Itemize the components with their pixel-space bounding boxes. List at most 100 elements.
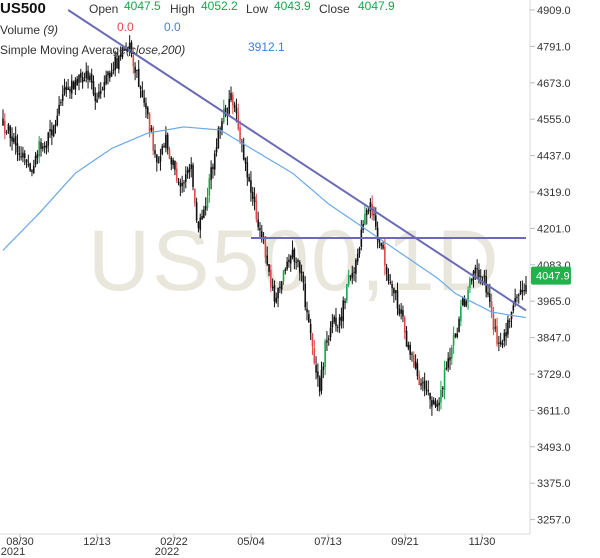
low-label: Low: [246, 2, 268, 16]
candle-body: [434, 401, 437, 407]
time-tick-label: 05/04: [237, 536, 265, 548]
time-tick-year: 2021: [1, 546, 25, 558]
candle-body: [396, 290, 399, 309]
candle-body: [188, 168, 191, 173]
sma-value: 3912.1: [248, 40, 285, 54]
candle-body: [320, 369, 323, 391]
candle-body: [271, 287, 274, 289]
candle-body: [266, 255, 269, 265]
candle-body: [304, 283, 307, 308]
candle-body: [505, 332, 507, 337]
candle-body: [355, 259, 357, 274]
candle-body: [391, 284, 393, 289]
candle-body: [221, 121, 223, 131]
candle-body: [420, 383, 422, 386]
candle-body: [441, 387, 444, 389]
candle-body: [212, 166, 214, 170]
candle-body: [29, 163, 31, 171]
candle-body: [394, 290, 397, 293]
candle-body: [412, 355, 415, 367]
candle-body: [422, 382, 424, 384]
candle-body: [514, 297, 516, 305]
candle-body: [478, 269, 480, 278]
time-tick-year: 2022: [155, 546, 179, 558]
candle-body: [353, 271, 355, 273]
candle-body: [489, 293, 491, 302]
candle-body: [89, 75, 91, 80]
candle-body: [519, 289, 522, 294]
candle-body: [387, 274, 390, 281]
candle-body: [190, 164, 193, 169]
candle-body: [470, 279, 473, 282]
price-tick-label: 3611.0: [537, 405, 570, 417]
candle-body: [63, 87, 66, 94]
candle-body: [288, 259, 290, 263]
candle-body: [132, 55, 135, 67]
price-axis[interactable]: 4909.0 4791.0 4673.0 4555.0 4437.0 4319.0 4201…: [530, 5, 571, 527]
candle-body: [90, 73, 93, 83]
candle-body: [121, 49, 124, 58]
candle-body: [179, 182, 182, 187]
candle-body: [65, 86, 68, 90]
candle-body: [67, 87, 69, 91]
candle-body: [342, 300, 345, 322]
symbol-title[interactable]: US500: [0, 0, 46, 17]
candle-body: [431, 399, 433, 407]
candle-body: [449, 356, 451, 361]
candle-body: [313, 348, 316, 364]
candle-body: [136, 69, 138, 71]
candle-body: [416, 363, 419, 376]
close-value: 4047.9: [358, 0, 395, 13]
candle-body: [315, 365, 317, 373]
candle-body: [161, 146, 164, 155]
candle-body: [170, 157, 173, 165]
candle-body: [380, 242, 383, 246]
candle-body: [302, 274, 305, 283]
candle-body: [293, 248, 296, 262]
candle-body: [192, 164, 194, 187]
candle-body: [61, 94, 64, 101]
candle-body: [70, 80, 73, 94]
candle-body: [309, 323, 312, 334]
candle-body: [130, 42, 133, 54]
candle-body: [460, 306, 462, 321]
candle-body: [168, 149, 171, 159]
candle-body: [481, 276, 484, 278]
candle-body: [186, 170, 189, 174]
candle-body: [398, 308, 401, 315]
candle-body: [25, 159, 28, 163]
candle-body: [521, 290, 524, 293]
candle-body: [322, 366, 325, 370]
candle-body: [340, 316, 343, 321]
price-tick-label: 3847.0: [537, 333, 571, 345]
candle-body: [479, 275, 482, 277]
candle-body: [349, 275, 352, 277]
candle-body: [273, 285, 276, 302]
candle-body: [311, 333, 314, 347]
candle-body: [329, 327, 332, 338]
candle-body: [40, 142, 42, 149]
candle-body: [467, 290, 469, 302]
candle-body: [228, 99, 231, 114]
candle-body: [154, 150, 156, 155]
candle-body: [445, 367, 448, 370]
candle-body: [183, 182, 185, 184]
candle-body: [22, 152, 24, 158]
price-tick-label: 3375.0: [537, 478, 571, 490]
candle-body: [105, 75, 107, 84]
candle-body: [92, 80, 95, 95]
candle-body: [300, 271, 303, 274]
candle-body: [172, 159, 174, 166]
candle-body: [282, 270, 285, 282]
candle-body: [78, 74, 80, 83]
candle-body: [418, 375, 421, 386]
candle-body: [199, 217, 202, 231]
candle-body: [458, 319, 460, 332]
candle-body: [393, 288, 395, 294]
candle-body: [291, 249, 294, 258]
candle-body: [101, 89, 104, 91]
candle-body: [503, 332, 506, 342]
price-tick-label: 3729.0: [537, 369, 571, 381]
plot-area[interactable]: [2, 9, 527, 416]
